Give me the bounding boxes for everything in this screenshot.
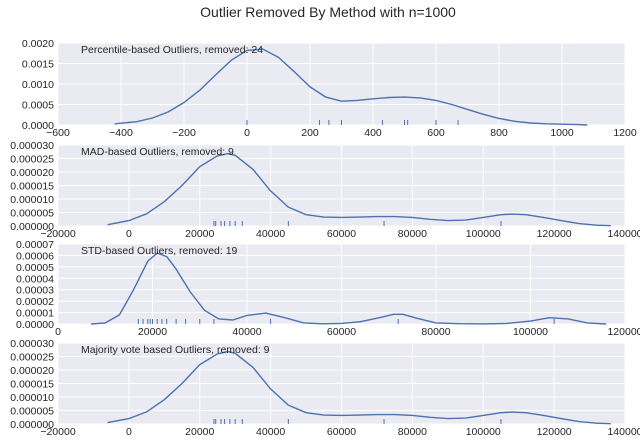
panel-title: STD-based Outliers, removed: 19 [81, 245, 238, 257]
x-tick-label: 120000 [537, 426, 572, 438]
x-tick-label: 40000 [256, 426, 285, 438]
y-tick-label: 0.000025 [10, 352, 54, 364]
density-line [114, 48, 588, 126]
y-tick-label: 0.0020 [22, 38, 54, 50]
y-tick-label: 0.000030 [10, 338, 54, 350]
y-tick-label: 0.00001 [16, 308, 54, 320]
x-tick-label: 120000 [607, 326, 640, 338]
y-tick-label: 0.000000 [10, 419, 54, 431]
y-tick-label: 0.000025 [10, 154, 54, 166]
y-tick-label: 0.00007 [16, 239, 54, 251]
y-tick-label: 0.000030 [10, 140, 54, 152]
x-tick-label: 1000 [550, 127, 574, 139]
y-tick-label: 0.000020 [10, 167, 54, 179]
y-tick-label: 0.0005 [22, 100, 54, 112]
y-tick-label: 0.000005 [10, 406, 54, 418]
x-tick-label: 140000 [607, 228, 640, 240]
x-tick-label: 600 [427, 127, 445, 139]
x-tick-label: 40000 [232, 326, 261, 338]
y-tick-label: 0.00002 [16, 296, 54, 308]
y-tick-label: 0.0010 [22, 79, 54, 91]
y-tick-label: 0.000010 [10, 194, 54, 206]
x-tick-label: −600 [46, 127, 70, 139]
x-tick-label: 100000 [513, 326, 548, 338]
y-tick-label: 0.0015 [22, 59, 54, 71]
density-line [107, 152, 611, 227]
panel-1: −600 −400 −200 0 200 400 600 800 1000 1200 0.0000 0… [22, 38, 637, 139]
y-tick-label: 0.000000 [10, 221, 54, 233]
figure-title: Outlier Removed By Method with n=1000 [200, 4, 456, 20]
x-tick-label: 80000 [421, 326, 450, 338]
y-tick-label: 0.000015 [10, 181, 54, 193]
y-tick-label: 0.00004 [16, 273, 54, 285]
panel-4: −20000 0 20000 40000 60000 80000 100000 120000 1… [10, 338, 640, 438]
y-tick-label: 0.000020 [10, 365, 54, 377]
x-tick-label: 120000 [537, 228, 572, 240]
x-tick-label: 0 [244, 127, 250, 139]
x-tick-label: 80000 [398, 228, 427, 240]
x-tick-label: 20000 [138, 326, 167, 338]
panel-3: 0 20000 40000 60000 80000 100000 120000 0.00000… [16, 239, 640, 338]
x-tick-label: 20000 [185, 426, 214, 438]
y-tick-label: 0.000015 [10, 379, 54, 391]
x-tick-label: 0 [126, 426, 132, 438]
y-tick-label: 0.000010 [10, 392, 54, 404]
x-tick-label: −20000 [40, 228, 75, 240]
x-tick-label: 140000 [607, 426, 640, 438]
x-tick-label: 60000 [327, 326, 356, 338]
x-tick-label: 400 [364, 127, 382, 139]
x-tick-label: 1200 [613, 127, 637, 139]
x-tick-label: 80000 [398, 426, 427, 438]
x-tick-label: 100000 [466, 426, 501, 438]
x-tick-label: 60000 [327, 228, 356, 240]
panel-title: MAD-based Outliers, removed: 9 [81, 146, 234, 158]
x-tick-label: 60000 [327, 426, 356, 438]
y-tick-label: 0.00006 [16, 250, 54, 262]
y-tick-label: 0.0000 [22, 120, 54, 132]
panel-title: Majority vote based Outliers, removed: 9 [81, 344, 270, 356]
x-tick-label: 0 [55, 326, 61, 338]
x-tick-label: 20000 [185, 228, 214, 240]
x-tick-label: 800 [490, 127, 508, 139]
x-tick-label: 0 [126, 228, 132, 240]
y-tick-label: 0.000005 [10, 208, 54, 220]
x-tick-label: −20000 [40, 426, 75, 438]
panel-2: −20000 0 20000 40000 60000 80000 100000 120000 1… [10, 140, 640, 240]
x-tick-label: −400 [109, 127, 133, 139]
density-line [91, 252, 607, 325]
x-tick-label: 200 [301, 127, 319, 139]
y-tick-label: 0.00005 [16, 262, 54, 274]
x-tick-label: 40000 [256, 228, 285, 240]
density-line [107, 350, 611, 425]
y-tick-label: 0.00000 [16, 319, 54, 331]
y-tick-label: 0.00003 [16, 285, 54, 297]
x-tick-label: 100000 [466, 228, 501, 240]
x-tick-label: −200 [172, 127, 196, 139]
panel-title: Percentile-based Outliers, removed: 24 [81, 44, 263, 56]
